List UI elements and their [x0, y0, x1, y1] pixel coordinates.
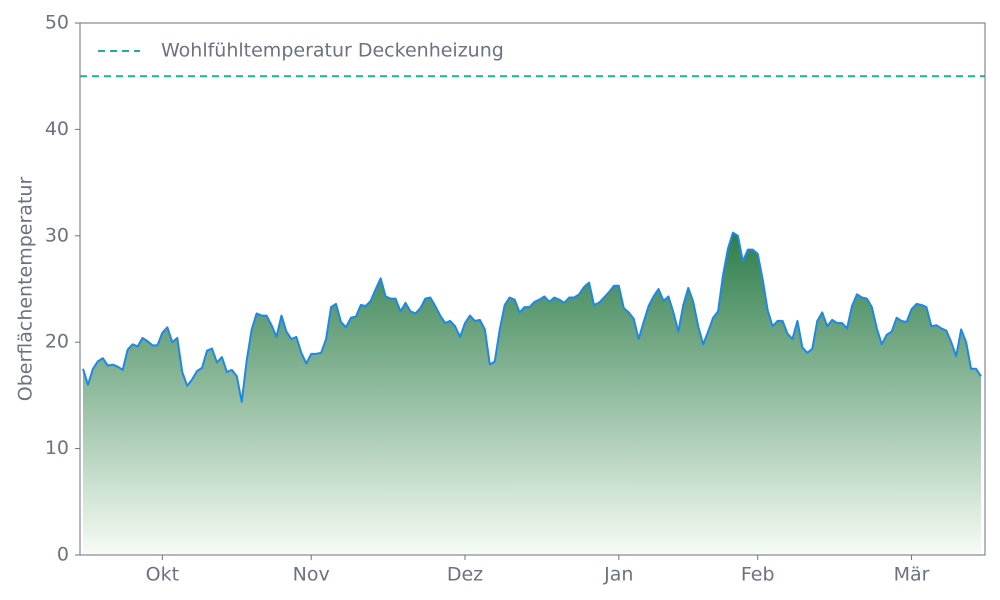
- x-tick-label: Jan: [603, 564, 633, 586]
- y-axis-label: Oberflächentemperatur: [15, 177, 37, 402]
- line: [82, 231, 982, 403]
- x-tick-label: Feb: [741, 564, 775, 586]
- plot-frame: [79, 22, 986, 556]
- y-tick-label: 30: [45, 224, 69, 246]
- legend-label: Wohlfühltemperatur Deckenheizung: [161, 40, 504, 62]
- y-tick-label: 20: [45, 331, 69, 353]
- x-tick-label: Dez: [447, 564, 483, 586]
- x-tick-label: Mär: [894, 564, 930, 586]
- y-tick-label: 10: [45, 437, 69, 459]
- y-tick-label: 0: [57, 544, 69, 566]
- area: [83, 232, 981, 556]
- x-tick-label: Nov: [293, 564, 330, 586]
- y-tick-label: 50: [45, 12, 69, 34]
- y-tick-label: 40: [45, 118, 69, 140]
- x-tick-label: Okt: [146, 564, 179, 586]
